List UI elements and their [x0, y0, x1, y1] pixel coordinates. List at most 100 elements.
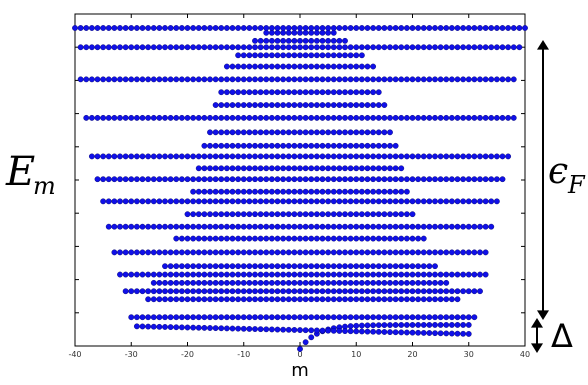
- data-point: [302, 44, 309, 51]
- data-point: [297, 63, 303, 70]
- data-point: [133, 114, 140, 121]
- data-point: [252, 279, 258, 286]
- data-point: [252, 288, 258, 295]
- data-point: [212, 102, 219, 108]
- data-point: [257, 235, 264, 242]
- data-point: [139, 323, 146, 330]
- data-point: [280, 37, 287, 44]
- data-point: [370, 198, 377, 205]
- data-point: [308, 296, 315, 303]
- data-point: [375, 114, 382, 121]
- data-point: [392, 76, 399, 83]
- data-point: [313, 327, 320, 334]
- data-point: [229, 25, 236, 31]
- data-point: [297, 129, 303, 136]
- data-point: [432, 176, 438, 183]
- data-point: [330, 52, 337, 59]
- data-point: [358, 188, 365, 195]
- data-point: [308, 288, 315, 295]
- data-point: [207, 235, 213, 242]
- data-point: [122, 223, 129, 230]
- data-point: [454, 288, 461, 295]
- data-point: [392, 288, 399, 295]
- data-point: [313, 142, 320, 149]
- data-point: [201, 198, 208, 205]
- data-point: [105, 176, 112, 183]
- data-point: [190, 296, 197, 303]
- data-point: [207, 211, 213, 218]
- data-point: [139, 114, 146, 121]
- band-7: [162, 263, 438, 270]
- data-point: [178, 44, 185, 51]
- data-point: [392, 263, 399, 270]
- data-point: [482, 271, 489, 278]
- data-point: [235, 176, 242, 183]
- data-point: [347, 223, 354, 230]
- data-point: [223, 296, 230, 303]
- data-point: [280, 29, 287, 36]
- data-point: [156, 198, 163, 205]
- data-point: [347, 63, 354, 70]
- data-point: [302, 211, 309, 218]
- data-point: [387, 279, 393, 286]
- data-point: [285, 198, 292, 205]
- data-point: [285, 271, 292, 278]
- data-point: [448, 223, 455, 230]
- data-point: [173, 263, 180, 270]
- data-point: [162, 25, 168, 31]
- data-point: [195, 235, 202, 242]
- data-point: [325, 188, 332, 195]
- data-point: [274, 114, 281, 121]
- data-point: [375, 288, 382, 295]
- data-point: [88, 25, 95, 31]
- data-point: [342, 271, 348, 278]
- data-point: [403, 176, 410, 183]
- data-point: [173, 223, 180, 230]
- data-point: [426, 263, 433, 270]
- data-point: [325, 89, 332, 96]
- data-point: [240, 52, 247, 59]
- data-point: [415, 296, 422, 303]
- data-point: [128, 314, 135, 321]
- band-11: [184, 211, 416, 218]
- data-point: [302, 153, 309, 160]
- data-point: [195, 114, 202, 121]
- data-point: [302, 37, 309, 44]
- data-point: [347, 165, 354, 172]
- data-point: [505, 44, 512, 51]
- data-point: [364, 223, 371, 230]
- data-point: [201, 142, 208, 149]
- data-point: [280, 76, 287, 83]
- data-point: [392, 322, 399, 328]
- data-point: [150, 153, 157, 160]
- data-point: [471, 271, 478, 278]
- data-point: [280, 249, 287, 256]
- data-point: [403, 271, 410, 278]
- data-point: [375, 296, 382, 303]
- data-point: [499, 114, 506, 121]
- data-point: [319, 142, 326, 149]
- data-point: [364, 63, 371, 70]
- data-point: [398, 176, 405, 183]
- data-point: [387, 249, 393, 256]
- data-point: [336, 129, 343, 136]
- data-point: [465, 331, 472, 337]
- data-point: [325, 235, 332, 242]
- data-point: [432, 198, 438, 205]
- data-point: [145, 153, 152, 160]
- gap-arrow-head-up: [531, 318, 543, 328]
- band-6: [117, 271, 489, 278]
- data-point: [370, 142, 377, 149]
- data-point: [358, 25, 365, 31]
- data-point: [432, 279, 438, 286]
- data-point: [471, 153, 478, 160]
- data-point: [207, 263, 213, 270]
- data-point: [460, 271, 467, 278]
- data-point: [207, 153, 213, 160]
- data-point: [426, 176, 433, 183]
- data-point: [122, 153, 129, 160]
- data-point: [297, 296, 303, 303]
- data-point: [448, 271, 455, 278]
- data-point: [308, 129, 315, 136]
- data-point: [370, 63, 377, 70]
